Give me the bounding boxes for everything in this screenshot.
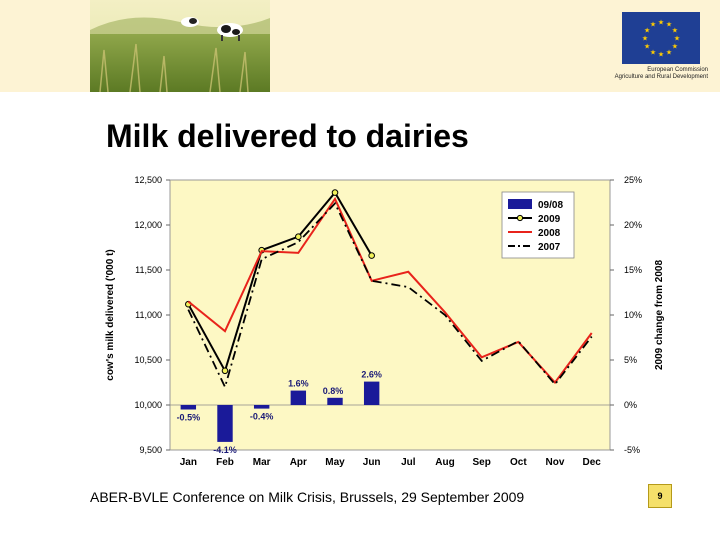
eu-star-icon: ★ [650,21,656,29]
eu-logo-line1: European Commission [647,67,708,73]
y2-tick-label: 20% [624,220,642,230]
x-tick-label: Nov [546,457,565,468]
y-axis-label: cow's milk delivered ('000 t) [105,249,116,380]
x-tick-label: Feb [216,457,234,468]
bar-change-09-08 [217,405,233,442]
x-tick-label: Dec [582,457,601,468]
eu-commission-logo: ★ ★ ★ ★ ★ ★ ★ ★ ★ ★ ★ ★ European Commission Agricul… [600,12,710,88]
bar-data-label: 0.8% [323,386,344,396]
page-number: 9 [648,484,672,508]
bar-change-09-08 [327,397,343,405]
legend-swatch-marker [516,214,524,222]
y-tick-label: 12,000 [134,220,162,230]
series-line-2009 [187,190,373,374]
bar-change-09-08 [253,405,270,409]
x-tick-label: Apr [290,457,307,468]
eu-star-icon: ★ [644,43,650,51]
series-point-2009 [331,189,339,196]
bar-data-label: 1.6% [288,379,309,389]
y2-tick-label: 10% [624,310,642,320]
legend-label: 2009 [538,214,561,225]
eu-star-icon: ★ [642,35,648,43]
y2-tick-label: -5% [624,445,640,455]
y-tick-label: 10,000 [134,400,162,410]
x-tick-label: Jan [180,457,197,468]
bar-data-label: 2.6% [361,370,382,380]
eu-star-icon: ★ [674,35,680,43]
bar-data-label: -0.5% [177,413,201,423]
y-tick-label: 12,500 [134,175,162,185]
eu-star-icon: ★ [650,48,656,56]
y-tick-label: 9,500 [139,445,162,455]
bar-change-09-08 [363,381,380,405]
bar-change-09-08 [290,390,307,405]
x-tick-label: Jul [401,457,416,468]
series-point-2009 [221,367,229,375]
series-point-2009 [295,233,302,240]
bar-data-label: -4.1% [213,445,237,455]
bar-change-09-08 [180,405,197,410]
legend-label: 2007 [538,242,561,253]
x-tick-label: Oct [510,457,527,468]
y-tick-label: 11,500 [135,265,162,275]
eu-star-icon: ★ [672,27,678,35]
x-tick-label: May [325,457,345,468]
series-line-2007 [187,201,593,390]
y2-tick-label: 15% [624,265,642,275]
eu-star-icon: ★ [644,27,650,35]
chart-svg: 9,500 10,000 10,500 11,000 11,500 12,000 12,50… [105,175,665,468]
y2-axis-label: 2009 change from 2008 [654,260,665,370]
legend-label: 2008 [538,228,561,239]
milk-delivery-chart: 9,500 10,000 10,500 11,000 11,500 12,000 12,50… [104,168,678,478]
series-point-2009 [368,252,375,259]
y-tick-label: 11,000 [135,310,162,320]
eu-logo-text: European Commission Agriculture and Rura… [600,67,708,81]
bar-data-label: -0.4% [250,412,274,422]
eu-star-icon: ★ [658,19,664,27]
eu-logo-line2: Agriculture and Rural Development [614,74,708,80]
legend-swatch-bar [508,199,532,209]
x-tick-label: Mar [253,457,271,468]
footer-text: ABER-BVLE Conference on Milk Crisis, Bru… [90,489,525,505]
y2-tick-label: 5% [624,355,637,365]
eu-star-icon: ★ [666,48,672,56]
y-tick-label: 10,500 [134,355,162,365]
legend-label: 09/08 [538,200,563,211]
x-tick-label: Aug [435,457,454,468]
eu-star-icon: ★ [666,21,672,29]
eu-flag-icon: ★ ★★★★★★★★★★★ [622,12,700,64]
slide-title: Milk delivered to dairies [106,118,469,154]
eu-star-icon: ★ [658,51,664,59]
x-tick-label: Sep [472,457,490,468]
y2-tick-label: 25% [624,175,642,185]
pasture-photo [90,0,270,92]
x-tick-label: Jun [363,457,381,468]
eu-star-icon: ★ [672,43,678,51]
y2-tick-label: 0% [624,400,637,410]
